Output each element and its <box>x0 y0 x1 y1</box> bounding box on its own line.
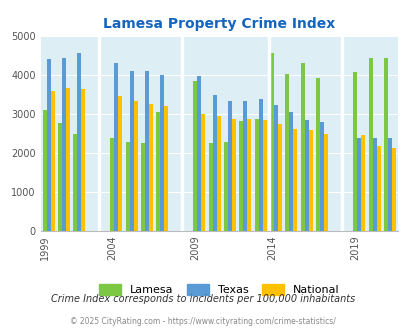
Bar <box>201 114 205 231</box>
Bar <box>300 63 304 231</box>
Bar <box>360 135 364 231</box>
Bar <box>208 144 212 231</box>
Bar <box>273 105 277 231</box>
Bar <box>254 119 258 231</box>
Bar <box>375 146 379 231</box>
Bar <box>239 121 243 231</box>
Bar <box>47 59 51 231</box>
Bar <box>231 119 235 231</box>
Bar <box>193 81 197 231</box>
Bar <box>372 138 375 231</box>
Bar <box>118 96 122 231</box>
Bar <box>110 138 114 231</box>
Bar <box>324 134 327 231</box>
Bar <box>368 58 372 231</box>
Bar <box>114 63 118 231</box>
Bar <box>145 71 149 231</box>
Bar <box>125 142 129 231</box>
Bar <box>149 105 153 231</box>
Bar <box>352 72 356 231</box>
Bar <box>277 124 281 231</box>
Bar <box>387 138 391 231</box>
Bar <box>304 120 308 231</box>
Bar <box>320 122 324 231</box>
Bar <box>73 134 77 231</box>
Bar <box>81 89 85 231</box>
Bar <box>308 130 312 231</box>
Bar <box>212 95 216 231</box>
Bar <box>391 148 395 231</box>
Bar <box>243 101 247 231</box>
Bar <box>247 119 251 231</box>
Bar <box>228 101 231 231</box>
Bar <box>383 58 387 231</box>
Bar <box>258 99 262 231</box>
Bar <box>197 76 201 231</box>
Legend: Lamesa, Texas, National: Lamesa, Texas, National <box>94 280 343 300</box>
Bar <box>356 138 360 231</box>
Bar <box>133 101 137 231</box>
Bar <box>141 144 145 231</box>
Bar <box>43 110 47 231</box>
Bar <box>224 142 228 231</box>
Bar <box>129 71 133 231</box>
Bar <box>216 116 220 231</box>
Bar <box>58 123 62 231</box>
Bar <box>77 53 81 231</box>
Bar <box>289 112 293 231</box>
Bar <box>156 112 160 231</box>
Bar <box>160 75 164 231</box>
Bar <box>51 91 54 231</box>
Bar <box>66 88 70 231</box>
Bar <box>293 129 297 231</box>
Bar <box>269 53 273 231</box>
Bar <box>315 78 320 231</box>
Bar <box>62 58 66 231</box>
Bar <box>262 120 266 231</box>
Text: © 2025 CityRating.com - https://www.cityrating.com/crime-statistics/: © 2025 CityRating.com - https://www.city… <box>70 317 335 326</box>
Bar <box>285 75 289 231</box>
Text: Crime Index corresponds to incidents per 100,000 inhabitants: Crime Index corresponds to incidents per… <box>51 294 354 304</box>
Title: Lamesa Property Crime Index: Lamesa Property Crime Index <box>103 17 335 31</box>
Bar <box>164 106 168 231</box>
